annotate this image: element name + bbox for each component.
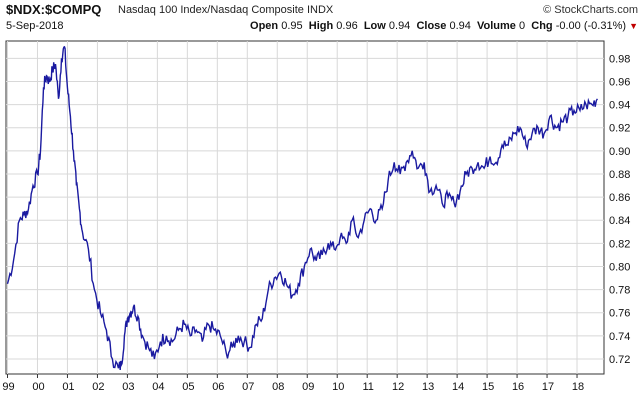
close-value: 0.94 [449, 20, 471, 32]
open-value: 0.95 [281, 20, 303, 32]
x-tick-label: 08 [272, 381, 284, 393]
x-tick-label: 17 [542, 381, 554, 393]
y-tick-label: 0.78 [609, 285, 630, 297]
security-name-text: Nasdaq 100 Index/Nasdaq Composite [118, 4, 304, 16]
header-title-row: $NDX:$COMPQ Nasdaq 100 Index/Nasdaq Comp… [6, 2, 638, 20]
x-tick-label: 01 [62, 381, 74, 393]
symbol-label: $NDX:$COMPQ [6, 2, 102, 17]
y-tick-label: 0.76 [609, 308, 630, 320]
high-label: High [308, 20, 334, 32]
y-tick-label: 0.92 [609, 123, 630, 135]
x-tick-label: 02 [92, 381, 104, 393]
x-tick-label: 18 [572, 381, 584, 393]
y-tick-label: 0.86 [609, 192, 630, 204]
volume-value: 0 [519, 20, 526, 32]
ratio-line [6, 45, 599, 370]
security-name: Nasdaq 100 Index/Nasdaq Composite INDX [118, 4, 333, 16]
high-value: 0.96 [336, 20, 358, 32]
y-tick-label: 0.84 [609, 215, 630, 227]
x-tick-label: 14 [452, 381, 464, 393]
header-stats-row: 5-Sep-2018 Open 0.95 High 0.96 Low 0.94 … [6, 20, 638, 36]
date-label: 5-Sep-2018 [6, 20, 64, 32]
low-value: 0.94 [388, 20, 411, 32]
x-tick-label: 13 [422, 381, 434, 393]
close-label: Close [416, 20, 447, 32]
y-tick-label: 0.90 [609, 146, 630, 158]
x-tick-label: 99 [2, 381, 14, 393]
x-tick-label: 11 [362, 381, 373, 393]
x-axis: 99 00 01 02 03 04 05 06 07 08 09 10 11 12 13 14 15 16 17 18 [2, 374, 584, 393]
x-tick-label: 04 [152, 381, 164, 393]
quote-stats: Open 0.95 High 0.96 Low 0.94 Close 0.94 … [250, 20, 638, 32]
y-tick-label: 0.74 [609, 331, 630, 343]
y-tick-label: 0.98 [609, 53, 630, 65]
y-tick-label: 0.82 [609, 238, 630, 250]
plot-frame [5, 40, 605, 375]
volume-label: Volume [477, 20, 516, 32]
x-tick-label: 09 [302, 381, 314, 393]
brand-label: © StockCharts.com [543, 4, 638, 16]
exchange-label: INDX [306, 4, 334, 16]
y-tick-label: 0.94 [609, 100, 630, 112]
gridlines [6, 41, 604, 374]
x-tick-label: 16 [512, 381, 524, 393]
y-tick-label: 0.96 [609, 76, 630, 88]
x-tick-label: 00 [32, 381, 44, 393]
y-tick-label: 0.80 [609, 261, 630, 273]
y-axis: 0.72 0.74 0.76 0.78 0.80 0.82 0.84 0.86 0.88 0.90… [609, 53, 630, 366]
down-arrow-icon: ▼ [629, 21, 638, 31]
x-tick-label: 07 [242, 381, 254, 393]
chg-value: -0.00 (-0.31%) [555, 20, 627, 32]
x-tick-label: 05 [182, 381, 194, 393]
chg-label: Chg [531, 20, 553, 32]
x-tick-label: 06 [212, 381, 224, 393]
low-label: Low [363, 20, 386, 32]
x-tick-label: 03 [122, 381, 134, 393]
x-tick-label: 15 [482, 381, 494, 393]
y-tick-label: 0.72 [609, 354, 630, 366]
x-tick-label: 12 [392, 381, 404, 393]
x-tick-label: 10 [332, 381, 344, 393]
chart-header: $NDX:$COMPQ Nasdaq 100 Index/Nasdaq Comp… [6, 2, 638, 42]
y-tick-label: 0.88 [609, 169, 630, 181]
open-label: Open [250, 20, 279, 32]
